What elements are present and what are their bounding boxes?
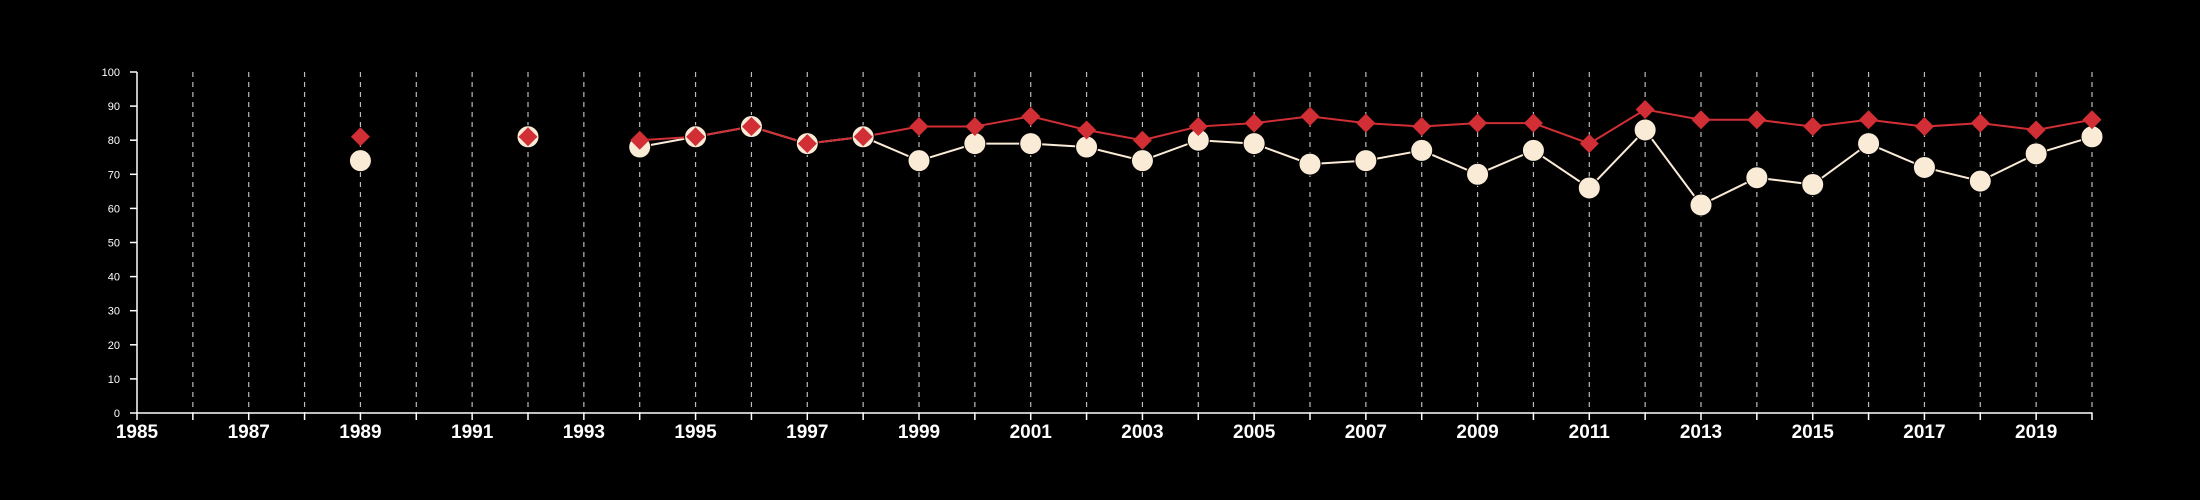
point-diamond-2012: [1635, 100, 1655, 120]
point-diamond-1998: [853, 127, 873, 147]
point-circle-1999: [907, 149, 931, 173]
point-circle-1989: [348, 149, 372, 173]
point-diamond-2019: [2026, 120, 2046, 140]
point-diamond-2004: [1188, 117, 1208, 137]
y-tick-label-10: 10: [108, 374, 120, 386]
point-diamond-2003: [1132, 130, 1152, 150]
point-circle-2018: [1968, 169, 1992, 193]
point-diamond-2017: [1914, 117, 1934, 137]
y-tick-label-20: 20: [108, 340, 120, 352]
point-circle-2008: [1410, 138, 1434, 162]
point-circle-2003: [1130, 149, 1154, 173]
point-diamond-2015: [1803, 117, 1823, 137]
point-diamond-1992: [518, 127, 538, 147]
y-tick-label-40: 40: [108, 272, 120, 284]
x-tick-label-2005: 2005: [1233, 422, 1276, 443]
x-tick-label-1987: 1987: [228, 422, 270, 443]
x-tick-label-2017: 2017: [1903, 422, 1945, 443]
x-tick-label-1995: 1995: [674, 422, 717, 443]
point-diamond-1997: [797, 134, 817, 154]
point-diamond-2011: [1579, 134, 1599, 154]
point-diamond-2005: [1244, 113, 1264, 133]
point-diamond-1995: [686, 127, 706, 147]
x-tick-label-1989: 1989: [339, 422, 381, 443]
point-diamond-2014: [1747, 110, 1767, 130]
point-diamond-2007: [1356, 113, 1376, 133]
x-tick-label-2009: 2009: [1456, 422, 1498, 443]
point-diamond-2016: [1859, 110, 1879, 130]
point-diamond-1994: [630, 130, 650, 150]
x-tick-label-1991: 1991: [451, 422, 494, 443]
point-diamond-2002: [1077, 120, 1097, 140]
point-circle-2005: [1242, 132, 1266, 156]
x-tick-label-2007: 2007: [1345, 422, 1387, 443]
x-tick-label-2015: 2015: [1792, 422, 1835, 443]
point-circle-2016: [1857, 132, 1881, 156]
x-tick-label-1985: 1985: [116, 422, 159, 443]
x-tick-label-2001: 2001: [1010, 422, 1053, 443]
point-circle-2009: [1466, 162, 1490, 186]
x-tick-label-2003: 2003: [1121, 422, 1163, 443]
point-circle-2017: [1912, 155, 1936, 179]
point-circle-2007: [1354, 149, 1378, 173]
point-circle-2014: [1745, 166, 1769, 190]
x-tick-label-2019: 2019: [2015, 422, 2057, 443]
point-diamond-2020: [2082, 110, 2102, 130]
point-diamond-2013: [1691, 110, 1711, 130]
point-diamond-2006: [1300, 106, 1320, 126]
point-diamond-2018: [1970, 113, 1990, 133]
y-tick-label-60: 60: [108, 203, 120, 215]
point-diamond-2008: [1412, 117, 1432, 137]
point-circle-2006: [1298, 152, 1322, 176]
y-tick-label-80: 80: [108, 135, 120, 147]
y-tick-label-90: 90: [108, 101, 120, 113]
point-diamond-1999: [909, 117, 929, 137]
y-tick-label-0: 0: [114, 408, 120, 420]
point-circle-2010: [1521, 138, 1545, 162]
point-diamond-2009: [1468, 113, 1488, 133]
y-tick-label-70: 70: [108, 169, 120, 181]
point-diamond-2000: [965, 117, 985, 137]
x-tick-label-1999: 1999: [898, 422, 940, 443]
y-tick-label-30: 30: [108, 306, 120, 318]
point-circle-2011: [1577, 176, 1601, 200]
point-circle-2019: [2024, 142, 2048, 166]
point-circle-2012: [1633, 118, 1657, 142]
point-diamond-1989: [350, 127, 370, 147]
y-tick-label-50: 50: [108, 238, 120, 250]
point-circle-2013: [1689, 193, 1713, 217]
y-tick-label-100: 100: [102, 67, 120, 79]
x-tick-label-1997: 1997: [786, 422, 828, 443]
point-circle-2001: [1019, 132, 1043, 156]
x-tick-label-2013: 2013: [1680, 422, 1722, 443]
point-diamond-2001: [1021, 106, 1041, 126]
point-circle-2015: [1801, 173, 1825, 197]
x-tick-label-1993: 1993: [563, 422, 605, 443]
point-diamond-1996: [741, 117, 761, 137]
point-diamond-2010: [1523, 113, 1543, 133]
x-tick-label-2011: 2011: [1569, 422, 1611, 443]
